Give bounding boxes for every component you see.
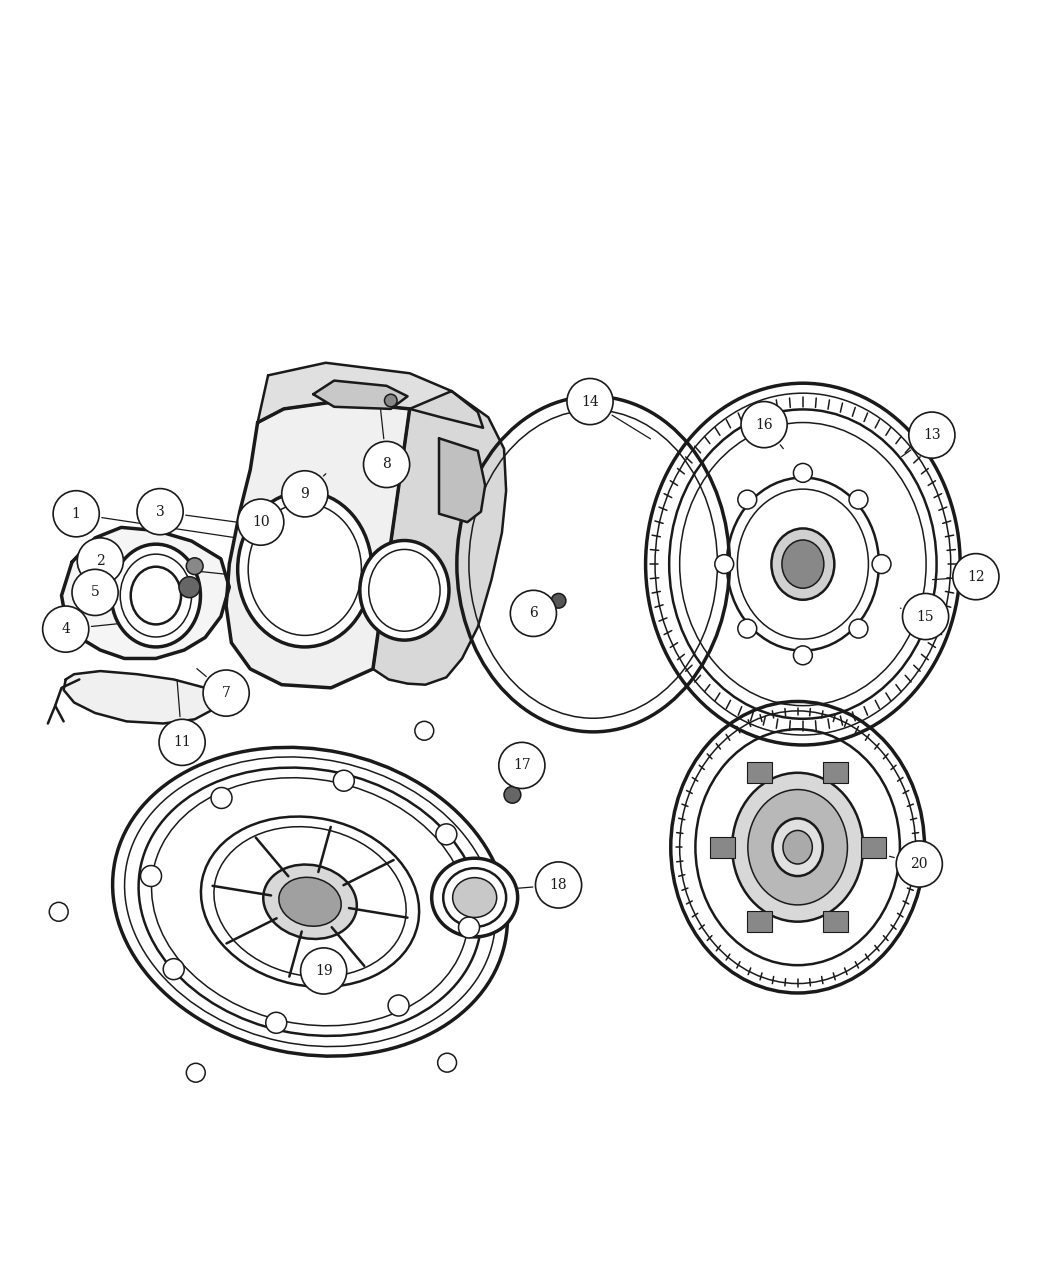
Circle shape (459, 917, 480, 938)
Circle shape (436, 824, 457, 845)
Circle shape (141, 866, 162, 886)
Polygon shape (439, 439, 485, 523)
Text: 16: 16 (755, 418, 773, 432)
FancyBboxPatch shape (823, 912, 848, 932)
FancyBboxPatch shape (710, 836, 735, 858)
Text: 19: 19 (315, 964, 333, 978)
Circle shape (567, 379, 613, 425)
Polygon shape (226, 402, 410, 687)
Text: 4: 4 (61, 622, 70, 636)
Circle shape (741, 402, 788, 448)
Ellipse shape (732, 773, 863, 922)
Circle shape (738, 620, 757, 638)
Circle shape (178, 576, 200, 598)
Ellipse shape (782, 541, 824, 588)
Circle shape (903, 593, 948, 640)
Circle shape (738, 490, 757, 509)
Circle shape (287, 496, 301, 510)
Circle shape (363, 441, 410, 487)
Polygon shape (62, 528, 229, 658)
Circle shape (49, 903, 68, 922)
Ellipse shape (773, 819, 823, 876)
Circle shape (163, 959, 184, 979)
Circle shape (281, 470, 328, 516)
Text: 11: 11 (173, 736, 191, 750)
Text: 20: 20 (910, 857, 928, 871)
Circle shape (266, 1012, 287, 1033)
Circle shape (159, 719, 205, 765)
Ellipse shape (453, 877, 497, 918)
Ellipse shape (772, 528, 835, 599)
Circle shape (499, 742, 545, 788)
Circle shape (897, 842, 942, 887)
Ellipse shape (360, 541, 449, 640)
Text: 2: 2 (96, 553, 105, 567)
Circle shape (388, 994, 410, 1016)
Ellipse shape (237, 492, 372, 646)
Circle shape (510, 590, 556, 636)
Circle shape (164, 732, 183, 750)
Circle shape (536, 862, 582, 908)
Circle shape (952, 553, 999, 599)
Text: 14: 14 (581, 394, 598, 408)
Ellipse shape (432, 858, 518, 937)
Circle shape (136, 488, 183, 534)
Circle shape (186, 557, 203, 575)
Circle shape (552, 882, 571, 901)
Text: 1: 1 (71, 506, 81, 520)
Circle shape (54, 491, 100, 537)
Ellipse shape (111, 544, 201, 646)
Text: 5: 5 (90, 585, 100, 599)
Circle shape (43, 606, 89, 653)
Circle shape (551, 593, 566, 608)
Circle shape (78, 538, 124, 584)
Circle shape (504, 787, 521, 803)
Circle shape (438, 1053, 457, 1072)
Circle shape (72, 570, 119, 616)
Polygon shape (64, 671, 215, 723)
FancyBboxPatch shape (748, 762, 773, 783)
Ellipse shape (264, 864, 357, 938)
Circle shape (873, 555, 891, 574)
Text: 18: 18 (550, 878, 567, 892)
Circle shape (211, 788, 232, 808)
Text: 6: 6 (529, 607, 538, 621)
Text: 9: 9 (300, 487, 309, 501)
FancyBboxPatch shape (861, 836, 886, 858)
Text: 12: 12 (967, 570, 985, 584)
Text: 15: 15 (917, 609, 934, 623)
Text: 10: 10 (252, 515, 270, 529)
Text: 17: 17 (513, 759, 530, 773)
Circle shape (909, 412, 954, 458)
Circle shape (415, 722, 434, 741)
Circle shape (794, 463, 813, 482)
Circle shape (203, 669, 249, 717)
Circle shape (186, 1063, 205, 1082)
Circle shape (384, 394, 397, 407)
Polygon shape (373, 391, 506, 685)
Circle shape (849, 620, 868, 638)
Circle shape (300, 947, 346, 995)
FancyBboxPatch shape (823, 762, 848, 783)
Polygon shape (313, 381, 407, 409)
Polygon shape (257, 363, 483, 428)
Circle shape (794, 646, 813, 664)
Circle shape (333, 770, 354, 792)
Text: 8: 8 (382, 458, 391, 472)
Text: 7: 7 (222, 686, 231, 700)
Ellipse shape (748, 789, 847, 905)
Circle shape (237, 499, 284, 546)
Ellipse shape (783, 830, 813, 864)
Ellipse shape (279, 877, 341, 926)
Circle shape (849, 490, 868, 509)
Text: 3: 3 (155, 505, 165, 519)
FancyBboxPatch shape (748, 912, 773, 932)
Circle shape (715, 555, 734, 574)
Text: 13: 13 (923, 428, 941, 442)
